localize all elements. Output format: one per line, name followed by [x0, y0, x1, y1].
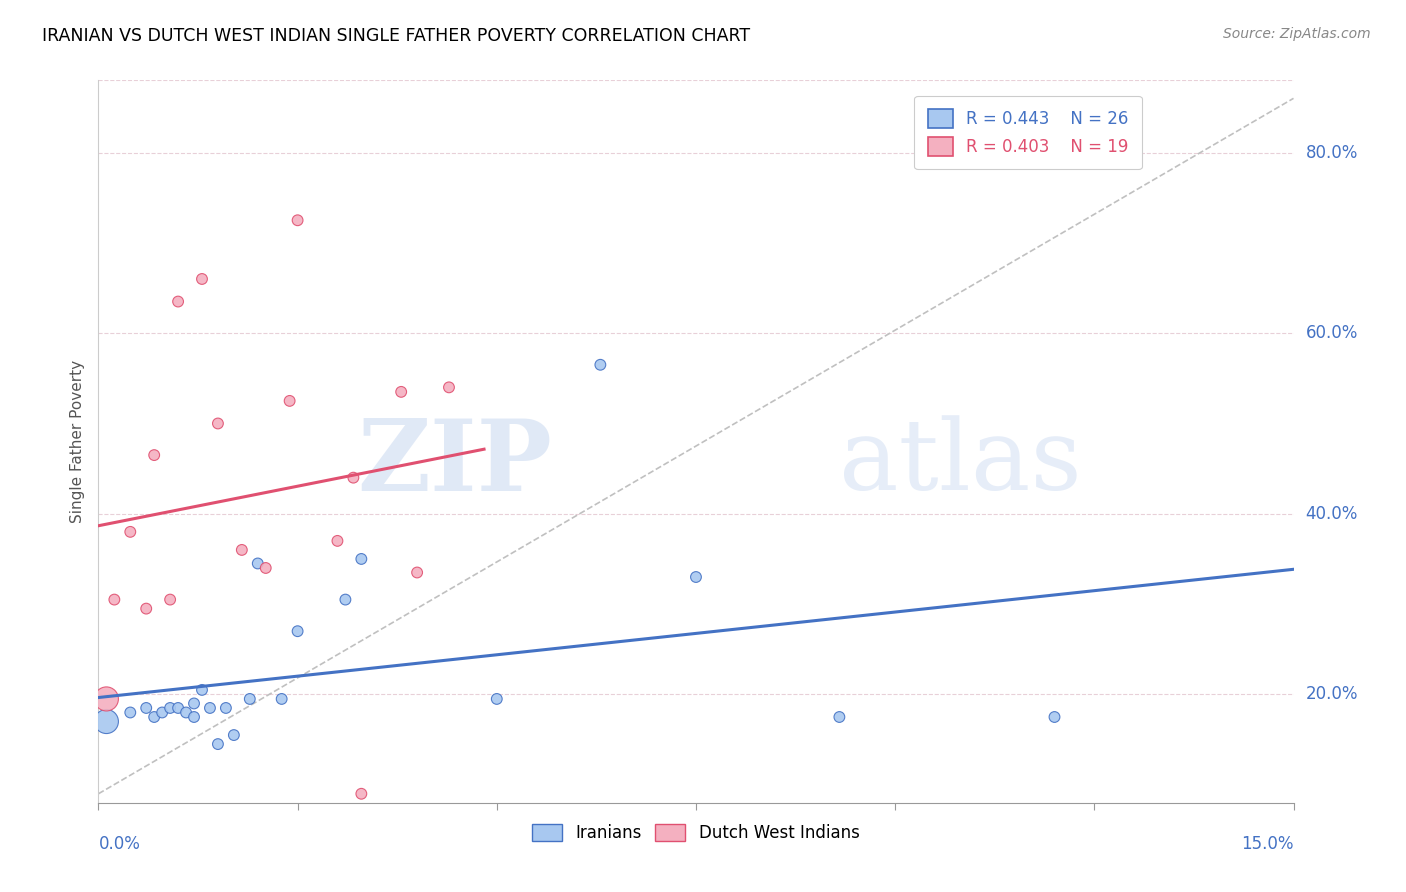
Text: IRANIAN VS DUTCH WEST INDIAN SINGLE FATHER POVERTY CORRELATION CHART: IRANIAN VS DUTCH WEST INDIAN SINGLE FATH…	[42, 27, 751, 45]
Point	[103, 592, 125, 607]
Point	[159, 592, 181, 607]
Point	[1043, 710, 1066, 724]
Point	[150, 706, 173, 720]
Point	[350, 552, 373, 566]
Point	[135, 701, 157, 715]
Text: 15.0%: 15.0%	[1241, 835, 1294, 854]
Point	[239, 692, 262, 706]
Point	[198, 701, 221, 715]
Text: 20.0%: 20.0%	[1306, 685, 1358, 704]
Point	[207, 737, 229, 751]
Text: atlas: atlas	[839, 416, 1083, 511]
Point	[326, 533, 349, 548]
Text: ZIP: ZIP	[357, 415, 553, 512]
Point	[335, 592, 357, 607]
Legend: Iranians, Dutch West Indians: Iranians, Dutch West Indians	[526, 817, 866, 848]
Text: 60.0%: 60.0%	[1306, 324, 1358, 343]
Point	[96, 714, 118, 729]
Text: 0.0%: 0.0%	[98, 835, 141, 854]
Point	[350, 787, 373, 801]
Point	[159, 701, 181, 715]
Point	[437, 380, 460, 394]
Text: 40.0%: 40.0%	[1306, 505, 1358, 523]
Point	[589, 358, 612, 372]
Point	[246, 557, 269, 571]
Text: 80.0%: 80.0%	[1306, 144, 1358, 161]
Point	[167, 701, 190, 715]
Point	[485, 692, 508, 706]
Point	[183, 697, 205, 711]
Point	[254, 561, 277, 575]
Point	[135, 601, 157, 615]
Point	[143, 710, 166, 724]
Point	[143, 448, 166, 462]
Point	[287, 624, 309, 639]
Point	[215, 701, 238, 715]
Point	[287, 213, 309, 227]
Point	[120, 524, 142, 539]
Point	[191, 682, 214, 697]
Y-axis label: Single Father Poverty: Single Father Poverty	[70, 360, 86, 523]
Text: Source: ZipAtlas.com: Source: ZipAtlas.com	[1223, 27, 1371, 41]
Point	[222, 728, 245, 742]
Point	[231, 542, 253, 557]
Point	[828, 710, 851, 724]
Point	[406, 566, 429, 580]
Point	[342, 471, 364, 485]
Point	[685, 570, 707, 584]
Point	[207, 417, 229, 431]
Point	[191, 272, 214, 286]
Point	[96, 692, 118, 706]
Point	[120, 706, 142, 720]
Point	[278, 393, 301, 408]
Point	[270, 692, 292, 706]
Point	[174, 706, 197, 720]
Point	[389, 384, 412, 399]
Point	[183, 710, 205, 724]
Point	[167, 294, 190, 309]
